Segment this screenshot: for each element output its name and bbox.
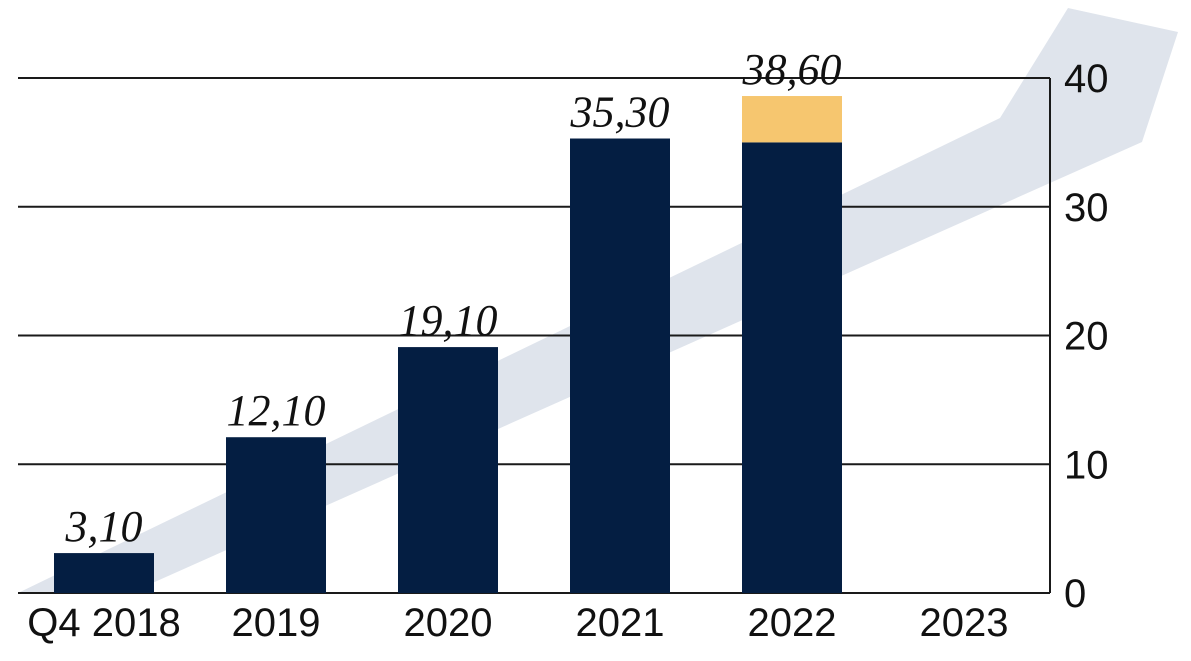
x-axis-tick-labels: Q4 2018 2019 2020 2021 2022 2023 — [27, 601, 1008, 645]
bar-segment-base — [226, 437, 326, 593]
x-tick-label: Q4 2018 — [27, 601, 180, 645]
y-tick-label: 40 — [1064, 57, 1109, 101]
data-label: 35,30 — [570, 88, 670, 137]
y-tick-label: 20 — [1064, 315, 1109, 359]
background-trend-arrow — [18, 8, 1178, 593]
x-tick-label: 2020 — [404, 601, 493, 645]
data-label: 38,60 — [742, 45, 842, 94]
x-tick-label: 2019 — [232, 601, 321, 645]
x-tick-label: 2021 — [576, 601, 665, 645]
data-labels: 3,10 12,10 19,10 35,30 38,60 — [65, 45, 842, 551]
data-label: 12,10 — [227, 386, 326, 435]
data-label: 19,10 — [399, 296, 498, 345]
y-tick-label: 10 — [1064, 443, 1109, 487]
bars — [54, 96, 842, 593]
x-tick-label: 2023 — [920, 601, 1009, 645]
x-tick-label: 2022 — [748, 601, 837, 645]
bar-segment-base — [742, 142, 842, 593]
y-tick-label: 0 — [1064, 572, 1086, 616]
bar-segment-increment — [742, 96, 842, 143]
gridlines — [18, 77, 1050, 594]
bar-segment-base — [398, 347, 498, 593]
bar-segment-base — [54, 553, 154, 593]
bar-segment-base — [570, 138, 670, 593]
y-tick-label: 30 — [1064, 186, 1109, 230]
data-label: 3,10 — [65, 502, 143, 551]
y-axis-tick-labels: 0 10 20 30 40 — [1064, 57, 1109, 616]
